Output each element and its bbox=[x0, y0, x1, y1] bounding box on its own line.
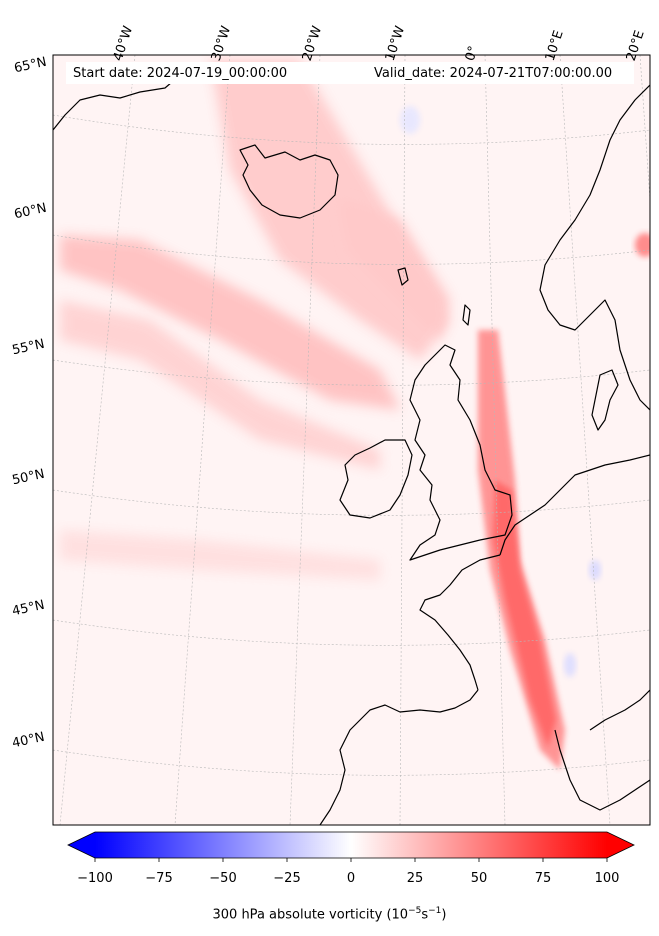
coast-greenland bbox=[53, 81, 173, 131]
coast-france-west bbox=[419, 554, 501, 691]
colorbar-title-close: ) bbox=[441, 907, 447, 923]
colorbar-tick-label: 25 bbox=[406, 871, 424, 886]
header-background bbox=[66, 62, 634, 84]
valid-date-label: Valid_date: 2024-07-21T07:00:00.00 bbox=[374, 66, 613, 81]
coastlines bbox=[53, 81, 650, 825]
vorticity-jet-strong bbox=[493, 480, 556, 748]
vorticity-field bbox=[60, 60, 650, 770]
colorbar-tick-label: −100 bbox=[77, 871, 113, 886]
coast-denmark bbox=[591, 369, 619, 431]
vorticity-band-west-streak bbox=[60, 235, 400, 410]
coast-great-britain bbox=[409, 344, 513, 561]
colorbar-title-exp2: −1 bbox=[428, 906, 442, 916]
coast-shetland bbox=[462, 304, 471, 326]
colorbar-tickmarks bbox=[94, 858, 608, 862]
colorbar-tick-label: 0 bbox=[346, 871, 356, 886]
colorbar-title: 300 hPa absolute vorticity (10−5s−1) bbox=[0, 906, 659, 922]
graticule bbox=[53, 55, 650, 825]
colorbar bbox=[67, 831, 635, 862]
start-date-label: Start date: 2024-07-19_00:00:00 bbox=[73, 66, 288, 81]
colorbar-tick-label: 100 bbox=[594, 871, 620, 886]
colorbar-extend-max bbox=[607, 832, 634, 858]
colorbar-tick-label: −75 bbox=[145, 871, 173, 886]
coast-iceland bbox=[239, 144, 339, 219]
coast-ireland bbox=[339, 439, 413, 519]
map-frame bbox=[52, 54, 651, 826]
colorbar-tick-label: −25 bbox=[273, 871, 301, 886]
coast-mediterranean bbox=[554, 729, 650, 811]
coast-faroe bbox=[397, 267, 409, 286]
vorticity-band-iceland-south bbox=[340, 200, 450, 340]
colorbar-tick-label: 75 bbox=[534, 871, 552, 886]
colorbar-title-main: 300 hPa absolute vorticity (10 bbox=[212, 907, 409, 923]
colorbar-tick-label: −50 bbox=[209, 871, 237, 886]
coast-scandinavia bbox=[539, 84, 650, 411]
colorbar-body bbox=[95, 832, 607, 858]
vorticity-spot-negative-east bbox=[589, 560, 601, 580]
colorbar-extend-min bbox=[68, 832, 95, 858]
colorbar-title-exp1: −5 bbox=[408, 906, 422, 916]
vorticity-spot-norway bbox=[635, 233, 650, 257]
coast-italy-corsica bbox=[589, 689, 650, 731]
coast-iberia bbox=[319, 689, 479, 825]
vorticity-spot-negative-south bbox=[564, 653, 576, 677]
vorticity-spot-negative-north bbox=[400, 106, 420, 134]
coast-continent-north bbox=[499, 454, 650, 556]
colorbar-tick-label: 50 bbox=[470, 871, 488, 886]
colorbar-title-unit: s bbox=[421, 907, 429, 923]
vorticity-band-lower-streak bbox=[60, 300, 380, 470]
